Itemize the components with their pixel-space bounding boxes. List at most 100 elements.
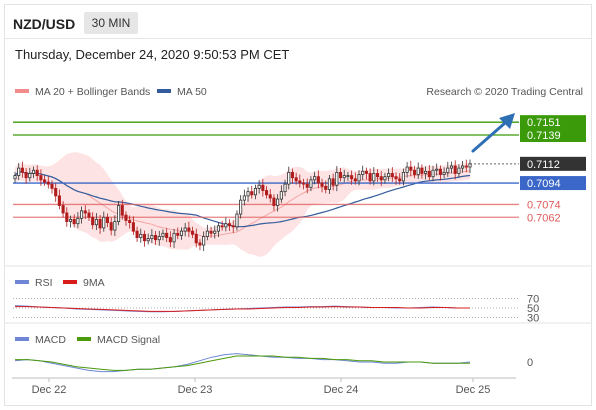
candle <box>305 178 309 194</box>
candle <box>350 170 354 185</box>
candle <box>98 215 102 234</box>
candle <box>309 176 313 192</box>
candle <box>54 183 58 202</box>
legend-label-macd: MACD <box>35 334 66 346</box>
candle <box>109 217 113 236</box>
candle <box>457 164 461 178</box>
candle <box>387 168 391 182</box>
candle <box>427 165 431 181</box>
legend-label-bollinger: MA 20 + Bollinger Bands <box>35 86 150 98</box>
rsi-level-label-30: 30 <box>527 313 539 325</box>
bollinger-band <box>14 152 471 257</box>
candle <box>279 185 283 203</box>
macd-level-label-0: 0 <box>527 357 533 369</box>
candle <box>131 216 135 235</box>
candle <box>157 230 161 246</box>
legend-swatch-ma50 <box>157 89 171 93</box>
level-label-0.7094: 0.7094 <box>527 178 561 190</box>
candle <box>272 194 276 211</box>
candle <box>461 160 465 173</box>
candle <box>176 227 180 240</box>
candle <box>435 163 439 176</box>
legend-label-ma50: MA 50 <box>177 86 207 98</box>
legend-label-macd-signal: MACD Signal <box>97 334 160 346</box>
level-label-0.7062: 0.7062 <box>527 212 561 224</box>
candle <box>179 227 184 240</box>
candle <box>105 213 110 228</box>
symbol-label: NZD/USD <box>13 16 76 32</box>
candle <box>80 206 84 224</box>
candle <box>287 166 291 190</box>
candle <box>91 212 95 230</box>
candle <box>331 173 335 191</box>
candle <box>228 219 232 232</box>
candle <box>154 231 158 245</box>
candle <box>327 175 331 194</box>
macd-series-0 <box>14 353 471 373</box>
candle <box>401 168 405 186</box>
candle <box>102 211 106 232</box>
candle <box>24 168 28 184</box>
candle <box>239 195 243 219</box>
candle <box>191 226 195 239</box>
candle <box>20 161 24 178</box>
candle <box>250 185 254 199</box>
level-box-0.7112 <box>520 156 586 171</box>
candle <box>117 201 121 226</box>
candle <box>220 220 224 231</box>
candle <box>449 161 454 174</box>
legend-swatch-rsi <box>15 280 29 284</box>
price-legend: MA 20 + Bollinger Bands MA 50 Research ©… <box>15 86 583 98</box>
candle <box>375 169 380 182</box>
candle <box>468 159 472 174</box>
candle <box>253 184 257 200</box>
candle <box>205 224 209 241</box>
candle <box>268 189 272 203</box>
rsi-level-label-70: 70 <box>527 293 539 305</box>
candle <box>276 194 280 212</box>
candle <box>416 162 420 180</box>
candle <box>261 178 265 197</box>
legend-swatch-macd-signal <box>77 337 91 341</box>
candle <box>431 165 435 182</box>
candle <box>150 229 154 244</box>
interval-button[interactable]: 30 MIN <box>84 12 138 34</box>
candle <box>224 217 228 232</box>
candle <box>394 172 398 185</box>
candle <box>442 167 446 179</box>
level-label-0.7151: 0.7151 <box>527 117 561 129</box>
candle <box>368 168 372 185</box>
candle <box>257 180 261 194</box>
candle <box>446 161 450 177</box>
candle <box>35 165 39 181</box>
candle <box>409 160 413 177</box>
candle <box>65 207 69 227</box>
candle <box>438 165 442 181</box>
macd-plot: 0 <box>14 353 533 373</box>
candle <box>142 230 147 247</box>
x-tick-label: Dec 24 <box>324 384 359 396</box>
candle <box>242 189 246 206</box>
level-box-0.7151 <box>520 115 586 130</box>
candle <box>313 171 317 185</box>
candle <box>13 171 17 183</box>
candle <box>113 215 117 237</box>
legend-swatch-macd <box>15 337 29 341</box>
candle <box>135 226 139 243</box>
legend-swatch-bollinger <box>15 89 29 93</box>
candle <box>361 165 365 180</box>
candle <box>198 239 202 251</box>
candle <box>17 163 21 181</box>
candle <box>246 187 250 202</box>
candle <box>453 160 457 180</box>
rsi-series-1 <box>15 306 470 312</box>
candle <box>28 167 32 182</box>
level-box-0.7094 <box>520 176 586 191</box>
candle <box>335 166 339 192</box>
candle <box>128 215 132 229</box>
candle <box>301 178 306 190</box>
candle <box>202 231 206 252</box>
candle <box>76 212 80 229</box>
